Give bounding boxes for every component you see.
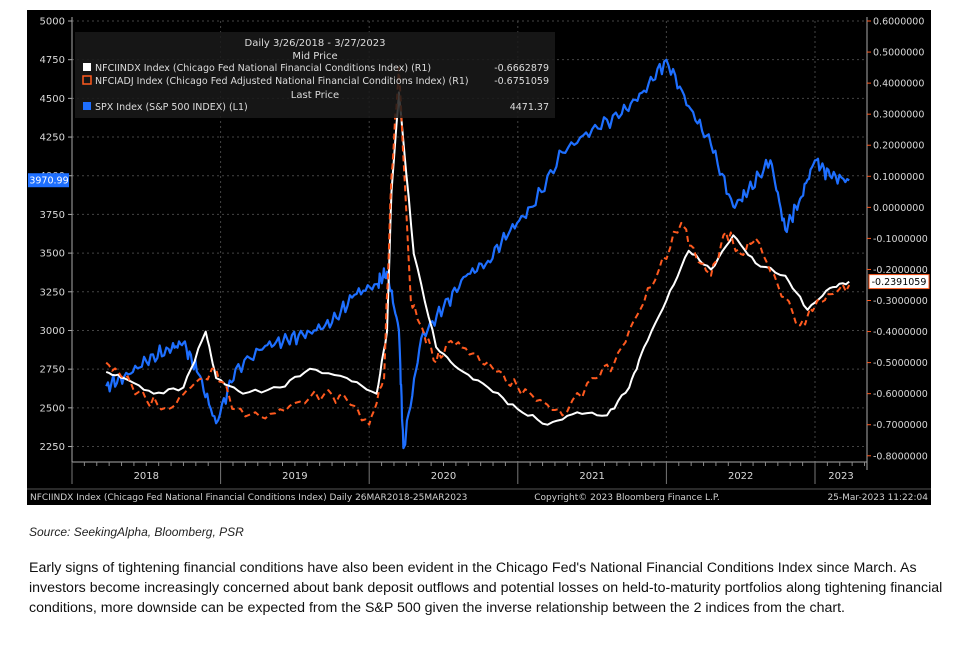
body-paragraph: Early signs of tightening financial cond… bbox=[29, 560, 943, 616]
x-tick-label: 2019 bbox=[282, 471, 307, 482]
left-tick-label: 4750 bbox=[40, 55, 65, 66]
legend-label-spx: SPX Index (S&P 500 INDEX) (L1) bbox=[95, 102, 248, 113]
x-tick-label: 2021 bbox=[579, 471, 604, 482]
right-tick-label: 0.1000000 bbox=[873, 172, 924, 183]
legend-value-spx: 4471.37 bbox=[510, 102, 549, 113]
current-value-tags: 3970.99 -0.2391059 bbox=[28, 173, 930, 290]
left-tick-label: 2750 bbox=[40, 365, 65, 376]
left-tick-label: 2250 bbox=[40, 442, 65, 453]
line-chart: 5000475045004250400037503500325030002750… bbox=[27, 10, 931, 505]
left-tick-label: 3500 bbox=[40, 249, 65, 260]
right-tick-label: -0.3000000 bbox=[873, 296, 928, 307]
left-tick-label: 4250 bbox=[40, 133, 65, 144]
right-tick-label: -0.5000000 bbox=[873, 358, 928, 369]
legend-label-nfci: NFCIINDX Index (Chicago Fed National Fin… bbox=[95, 63, 431, 74]
legend-header: Daily 3/26/2018 - 3/27/2023 bbox=[245, 38, 386, 49]
legend-swatch-spx bbox=[83, 102, 91, 110]
legend-swatch-nfciadj bbox=[82, 75, 92, 85]
left-tick-label: 5000 bbox=[40, 17, 65, 28]
series-layer bbox=[105, 58, 851, 450]
x-tick-label: 2022 bbox=[728, 471, 753, 482]
source-note: Source: SeekingAlpha, Bloomberg, PSR bbox=[29, 525, 244, 539]
right-tick-label: -0.7000000 bbox=[873, 420, 928, 431]
right-tick-label: -0.2000000 bbox=[873, 265, 928, 276]
series-line-nfci bbox=[105, 91, 850, 426]
left-current-tag-label: 3970.99 bbox=[29, 176, 68, 187]
legend-value-nfciadj: -0.6751059 bbox=[494, 76, 549, 87]
x-tick-label: 2020 bbox=[431, 471, 456, 482]
x-tick-label: 2018 bbox=[134, 471, 159, 482]
left-tick-label: 2500 bbox=[40, 403, 65, 414]
right-tick-label: 0.3000000 bbox=[873, 110, 924, 121]
legend-label-nfciadj: NFCIADJ Index (Chicago Fed Adjusted Nati… bbox=[95, 76, 469, 87]
series-line-spx bbox=[105, 58, 850, 450]
right-tick-label: 0.6000000 bbox=[873, 17, 924, 28]
left-tick-label: 3000 bbox=[40, 326, 65, 337]
left-current-tag-box bbox=[28, 173, 69, 188]
legend-swatch-nfci bbox=[83, 63, 91, 71]
right-tick-label: 0.4000000 bbox=[873, 79, 924, 90]
right-tick-label: -0.6000000 bbox=[873, 389, 928, 400]
right-tick-label: -0.1000000 bbox=[873, 234, 928, 245]
right-tick-label: -0.8000000 bbox=[873, 451, 928, 462]
right-axis: 0.6000000 0.5000000 0.4000000 0.3000000 0.20… bbox=[866, 17, 928, 470]
legend-subheader-last: Last Price bbox=[291, 90, 339, 101]
series-line-nfciadj bbox=[105, 66, 851, 426]
legend-subheader-mid: Mid Price bbox=[292, 51, 337, 62]
right-tick-label: 0.5000000 bbox=[873, 48, 924, 59]
x-axis: 2018 2019 2020 2021 2022 2023 bbox=[71, 461, 867, 484]
legend-value-nfci: -0.6662879 bbox=[494, 63, 549, 74]
left-tick-label: 3250 bbox=[40, 287, 65, 298]
right-tick-label: 0.0000000 bbox=[873, 203, 924, 214]
legend-box bbox=[75, 32, 555, 118]
right-current-tag-box bbox=[868, 274, 930, 290]
footer-left: NFCIINDX Index (Chicago Fed National Fin… bbox=[30, 493, 467, 503]
right-current-tag-label: -0.2391059 bbox=[872, 277, 927, 288]
footer-center: Copyright© 2023 Bloomberg Finance L.P. bbox=[534, 493, 719, 503]
x-tick-label: 2023 bbox=[828, 471, 853, 482]
right-tick-label: -0.4000000 bbox=[873, 327, 928, 338]
legend: Daily 3/26/2018 - 3/27/2023 Mid Price NF… bbox=[75, 32, 555, 118]
right-tick-label: 0.2000000 bbox=[873, 141, 924, 152]
left-tick-label: 4500 bbox=[40, 94, 65, 105]
chart-panel: 5000475045004250400037503500325030002750… bbox=[27, 10, 931, 505]
footer-right: 25-Mar-2023 11:22:04 bbox=[827, 493, 928, 503]
left-tick-label: 3750 bbox=[40, 210, 65, 221]
